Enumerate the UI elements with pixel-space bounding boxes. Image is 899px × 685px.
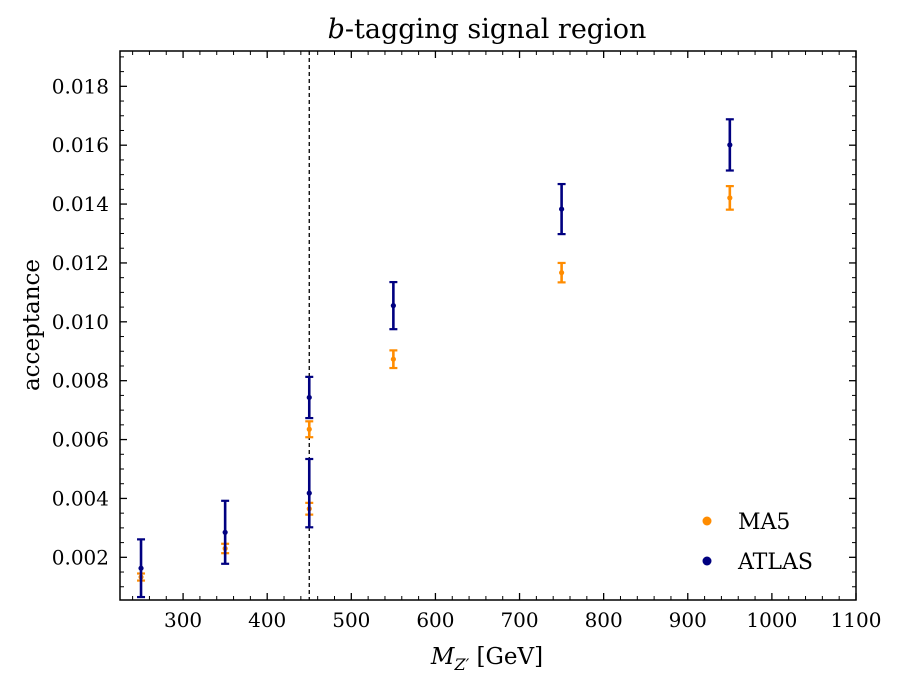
legend-marker-ma5 [702, 516, 712, 526]
legend-label-atlas: ATLAS [737, 550, 813, 575]
atlas-point-5 [559, 206, 565, 212]
x-axis-label-subscript: Z′ [453, 655, 469, 674]
y-axis-label: acceptance [19, 259, 45, 391]
atlas-point-4 [390, 303, 396, 309]
x-axis-label: MZ′ [GeV] [430, 644, 543, 674]
atlas-point-1 [222, 529, 228, 535]
ma5-point-4 [390, 356, 396, 362]
y-tick-label-5: 0.012 [52, 251, 109, 275]
ma5-point-5 [559, 270, 565, 276]
x-tick-label-2: 500 [332, 608, 370, 632]
x-axis-label-unit: [GeV] [469, 644, 543, 670]
plot-frame [119, 50, 857, 601]
x-tick-label-7: 1000 [746, 608, 797, 632]
ma5-point-3 [306, 426, 312, 432]
atlas-point-6 [727, 142, 733, 148]
y-tick-label-0: 0.002 [52, 545, 109, 569]
atlas-point-0 [138, 565, 144, 571]
x-axis-label-symbol: M [430, 644, 456, 670]
y-tick-label-4: 0.010 [52, 310, 109, 334]
x-tick-label-0: 300 [164, 608, 202, 632]
legend-label-ma5: MA5 [738, 510, 790, 535]
legend-marker-atlas [702, 556, 712, 566]
atlas-point-2 [306, 490, 312, 496]
x-tick-label-6: 900 [669, 608, 707, 632]
chart-title: b-tagging signal region [328, 14, 647, 45]
y-tick-label-8: 0.018 [52, 74, 109, 98]
x-tick-label-4: 700 [500, 608, 538, 632]
chart-title-rest: -tagging signal region [345, 14, 646, 45]
atlas-point-3 [306, 394, 312, 401]
x-tick-label-1: 400 [248, 608, 286, 632]
x-tick-label-5: 800 [585, 608, 623, 632]
x-tick-label-3: 600 [416, 608, 454, 632]
ma5-point-6 [727, 195, 733, 201]
y-tick-label-6: 0.014 [52, 192, 109, 216]
y-tick-label-7: 0.016 [52, 133, 109, 157]
y-tick-label-3: 0.008 [52, 369, 109, 393]
y-tick-label-1: 0.004 [52, 486, 109, 510]
plot-area: 300 400 500 600 700 800 900 1000 1100 0.002 0.004 0… [52, 50, 882, 632]
y-tick-label-2: 0.006 [52, 428, 109, 452]
chart-title-italic: b [328, 14, 345, 45]
x-tick-label-8: 1100 [831, 608, 882, 632]
legend: MA5 ATLAS [702, 510, 813, 575]
